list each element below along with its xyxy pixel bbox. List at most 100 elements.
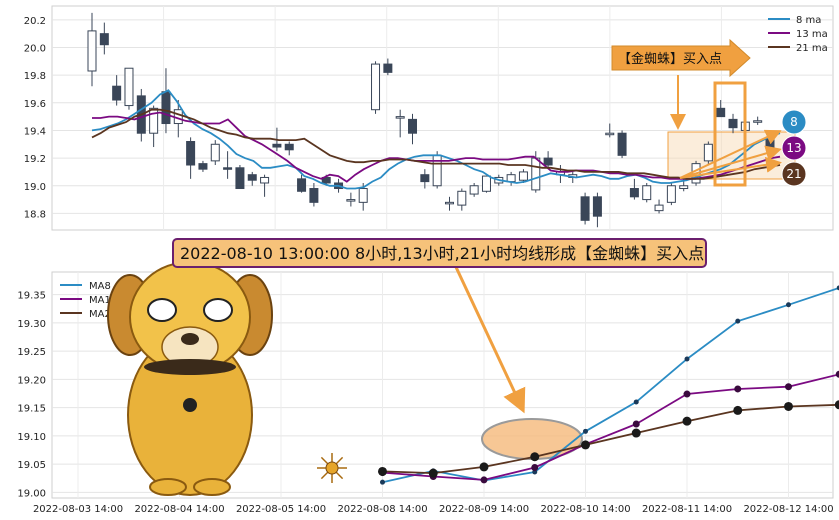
signal-banner: 2022-08-10 13:00:00 8小时,13小时,21小时均线形成【金蜘… xyxy=(172,238,707,268)
mascot-paw-left xyxy=(149,478,187,496)
banner-text: 2022-08-10 13:00:00 8小时,13小时,21小时均线形成【金蜘… xyxy=(180,244,704,263)
mascot-chest-spider xyxy=(183,398,197,412)
candle xyxy=(666,182,676,206)
badge-8 xyxy=(781,109,807,135)
y-tick-label: 18.8 xyxy=(24,209,46,220)
ma21-point xyxy=(631,428,641,438)
candle xyxy=(654,199,664,214)
candle xyxy=(753,116,763,125)
candle xyxy=(87,12,97,87)
candlestick-legend: 8 ma 13 ma 21 ma xyxy=(768,15,828,54)
legend-label-ma13: MA13 xyxy=(89,295,117,306)
legend-label-13ma: 13 ma xyxy=(796,29,828,40)
y-tick-label: 19.05 xyxy=(17,460,46,471)
candle xyxy=(543,151,553,168)
candle xyxy=(592,192,602,228)
candle-body-down xyxy=(617,132,627,156)
mascot-nose xyxy=(181,333,199,345)
candle-body-up xyxy=(518,171,528,181)
candle xyxy=(728,113,738,134)
candle xyxy=(395,109,405,138)
candle xyxy=(99,22,109,55)
ma21-point xyxy=(479,462,489,472)
candle xyxy=(198,160,208,172)
candle-body-down xyxy=(186,141,196,166)
ma13-point xyxy=(683,390,691,398)
candle-body-down xyxy=(297,178,307,192)
ma8-point xyxy=(532,469,538,475)
ma-badges: 8 13 21 xyxy=(781,109,807,187)
candle-body-down xyxy=(112,85,122,101)
ma21-point xyxy=(428,468,438,478)
mascot-eye-right xyxy=(203,298,233,322)
y-tick-label: 19.6 xyxy=(24,99,46,110)
y-tick-label: 20.0 xyxy=(24,43,46,54)
candle xyxy=(260,174,270,197)
candle xyxy=(605,123,615,138)
candle xyxy=(703,141,713,166)
candle xyxy=(444,196,454,211)
candle-body-up xyxy=(149,107,159,134)
mascot-paw-right xyxy=(193,478,231,496)
candle-body-down xyxy=(161,91,171,125)
legend-label-ma8: MA8 xyxy=(89,281,111,292)
spider-icon xyxy=(317,453,347,483)
candle xyxy=(223,151,233,179)
x-tick-label: 2022-08-10 14:00 xyxy=(540,504,630,515)
candle-body-up xyxy=(703,143,713,162)
candle-body-up xyxy=(444,201,454,205)
y-tick-label: 19.20 xyxy=(17,375,46,386)
candle xyxy=(309,182,319,207)
y-tick-label: 19.0 xyxy=(24,182,46,193)
candle-body-up xyxy=(124,67,134,107)
candle-body-up xyxy=(469,185,479,195)
candle-body-down xyxy=(408,118,418,134)
ma21-point xyxy=(682,416,692,426)
candle xyxy=(580,192,590,225)
candle xyxy=(481,175,491,193)
ma13-point xyxy=(734,385,742,393)
ma-legend: MA8 MA13 MA21 xyxy=(60,281,117,320)
signal-arrow-3 xyxy=(679,156,782,179)
signal-arrow-1 xyxy=(679,129,782,179)
badge-21 xyxy=(781,161,807,187)
candle xyxy=(247,171,257,186)
x-tick-label: 2022-08-05 14:00 xyxy=(236,504,326,515)
candle xyxy=(432,151,442,189)
ma13-point xyxy=(480,476,488,484)
candle xyxy=(124,67,134,110)
candle-body-up xyxy=(432,154,442,187)
candle-body-up xyxy=(371,63,381,111)
candle-highlight-box xyxy=(713,81,747,187)
candle-body-up xyxy=(260,176,270,184)
callout-label: 【金蜘蛛】买入点 xyxy=(618,51,722,67)
candle-body-up xyxy=(457,190,467,206)
candle xyxy=(297,174,307,193)
ma8-point xyxy=(735,318,741,324)
ma8-point xyxy=(786,302,791,308)
candle-body-up xyxy=(642,185,652,201)
candle-body-up xyxy=(346,199,356,202)
candle xyxy=(149,105,159,148)
candle-body-down xyxy=(235,167,245,190)
candle-body-down xyxy=(223,167,233,170)
candle-body-down xyxy=(198,163,208,170)
ma8-point xyxy=(633,399,639,405)
candle xyxy=(284,141,294,156)
ma13-point xyxy=(785,383,792,391)
buy-point-callout: 【金蜘蛛】买入点 xyxy=(611,38,782,179)
candle xyxy=(629,178,639,200)
candle-body-down xyxy=(321,176,331,184)
candle-body-up xyxy=(506,174,516,183)
ma21-line xyxy=(382,403,839,475)
candle xyxy=(617,130,627,159)
ma8-point xyxy=(684,356,690,362)
y-tick-label: 19.30 xyxy=(17,319,46,330)
y-tick-label: 19.2 xyxy=(24,154,46,165)
candle xyxy=(371,61,381,114)
candle-body-up xyxy=(358,188,368,203)
banner-box xyxy=(172,238,707,268)
badge-13 xyxy=(781,135,807,161)
banner-pointer-arrow xyxy=(446,249,526,414)
candle xyxy=(186,137,196,179)
